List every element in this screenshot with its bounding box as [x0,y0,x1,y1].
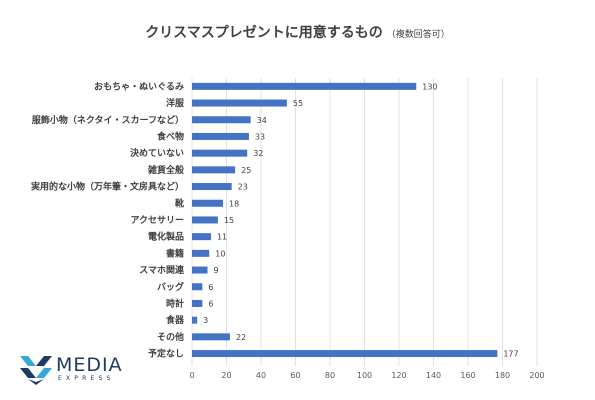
logo-mark-icon [20,356,52,385]
category-label: その他 [157,331,184,343]
x-tick-label: 200 [529,371,544,380]
data-label: 34 [257,116,267,125]
category-label: 雑貨全般 [147,164,185,176]
category-label: バッグ [157,281,184,293]
chart-title: クリスマスプレゼントに用意するもの [145,25,383,41]
bar [192,333,230,341]
bar [192,216,218,224]
x-tick-label: 0 [189,371,194,380]
category-label: スマホ関連 [139,264,185,276]
bar [192,316,198,324]
x-tick-label: 160 [460,371,475,380]
category-label: 書籍 [166,247,184,259]
category-label: 服飾小物（ネクタイ・スカーフなど） [32,114,184,126]
category-label: 決めていない [130,147,184,159]
bar [192,199,224,207]
bar [192,166,236,174]
data-label: 3 [203,316,208,325]
category-label: 食べ物 [156,130,184,142]
x-tick-label: 100 [357,371,372,380]
data-label: 33 [255,132,265,141]
logo-subtext: EXPRESS [58,375,115,382]
x-tick-label: 140 [426,371,441,380]
bar [192,99,287,107]
bar [192,266,208,274]
data-label: 25 [241,166,251,175]
data-label: 130 [422,82,437,91]
data-label: 177 [503,350,518,359]
bar [192,183,232,191]
bar [192,132,249,140]
data-label: 32 [253,149,263,158]
data-label: 18 [229,199,239,208]
x-tick-label: 20 [221,371,231,380]
x-tick-label: 180 [495,371,510,380]
x-tick-label: 40 [256,371,266,380]
x-tick-label: 120 [391,371,406,380]
category-label: アクセサリー [130,215,184,226]
category-label: 実用的な小物（万年筆・文房具など） [31,181,184,193]
x-tick-label: 60 [290,371,300,380]
data-label: 15 [224,216,234,225]
data-label: 9 [214,266,219,275]
data-label: 6 [208,283,213,292]
bar [192,350,498,358]
category-label: 電化製品 [148,231,184,243]
bar [192,233,211,241]
media-express-logo: MEDIA EXPRESS [18,352,158,386]
data-label: 6 [208,299,213,308]
category-label: おもちゃ・ぬいぐるみ [94,81,184,92]
category-label: 食器 [165,314,185,326]
data-label: 22 [236,333,246,342]
chart-subtitle: （複数回答可） [386,30,450,40]
bar [192,149,248,157]
bar [192,299,203,307]
data-label: 10 [215,249,225,258]
category-label: 洋服 [166,97,185,109]
bar [192,116,251,124]
bar [192,82,417,90]
data-label: 11 [217,233,227,242]
chart-title-block: クリスマスプレゼントに用意するもの （複数回答可） [0,22,595,42]
category-label: 予定なし [148,348,184,360]
category-label: 時計 [166,297,184,309]
bar [192,283,203,291]
data-label: 55 [293,99,303,108]
bar [192,249,210,257]
data-label: 23 [238,183,248,192]
x-tick-label: 80 [325,371,335,380]
category-label: 靴 [175,197,184,209]
logo-wordmark: MEDIA [56,354,123,376]
